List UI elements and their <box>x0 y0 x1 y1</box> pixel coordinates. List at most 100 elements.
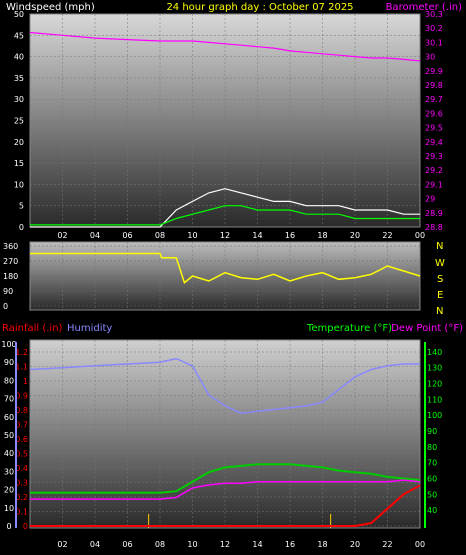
x-tick-label-top: 22 <box>382 231 392 240</box>
temperature-axis-label: Temperature (°F) <box>306 323 392 334</box>
barometer-tick-label: 30.3 <box>425 10 443 19</box>
humidity-tick-label: 80 <box>4 376 14 385</box>
rain-tick-label: 1.2 <box>15 348 28 357</box>
humidity-tick-label: 70 <box>4 395 14 404</box>
compass-w: W <box>435 258 445 269</box>
humidity-tick-label: 60 <box>4 413 14 422</box>
compass-n-top: N <box>436 241 443 252</box>
wind-tick-label: 15 <box>14 159 24 168</box>
barometer-line <box>29 31 421 62</box>
humidity-tick-label: 10 <box>4 504 14 513</box>
barometer-tick-label: 30.2 <box>425 24 443 33</box>
temperature-tick-label: 130 <box>427 364 442 373</box>
barometer-tick-label: 29.8 <box>425 81 443 90</box>
temperature-tick-label: 50 <box>427 490 437 499</box>
x-tick-label-bottom: 22 <box>382 540 392 549</box>
barometer-tick-label: 28.8 <box>425 223 443 232</box>
barometer-tick-label: 29.6 <box>425 109 443 118</box>
wind-tick-label: 30 <box>14 95 24 104</box>
humidity-tick-label: 100 <box>1 340 16 349</box>
compass-n-bottom: N <box>436 306 443 317</box>
rain-tick-label: 0.8 <box>15 406 28 415</box>
x-tick-label-bottom: 20 <box>350 540 360 549</box>
wind-tick-label: 50 <box>14 10 24 19</box>
wind-direction-line <box>30 252 421 284</box>
x-tick-label-bottom: 10 <box>187 540 197 549</box>
humidity-tick-label: 30 <box>4 467 14 476</box>
x-tick-label-bottom: 14 <box>252 540 262 549</box>
wind-tick-label: 0 <box>19 223 24 232</box>
rainfall-line <box>30 484 421 527</box>
wind-tick-label: 25 <box>14 117 24 126</box>
barometer-axis-label: Barometer (.in) <box>386 2 462 13</box>
wind-tick-label: 10 <box>14 180 24 189</box>
temperature-tick-label: 140 <box>427 348 442 357</box>
direction-tick-label: 270 <box>3 257 18 266</box>
x-tick-label-bottom: 00 <box>415 540 425 549</box>
temperature-tick-label: 70 <box>427 459 437 468</box>
temperature-tick-label: 90 <box>427 427 437 436</box>
temperature-tick-label: 110 <box>427 395 442 404</box>
rain-tick-label: 1.1 <box>15 363 28 372</box>
rain-tick-label: 0.4 <box>15 464 28 473</box>
barometer-tick-label: 29.4 <box>425 138 443 147</box>
barometer-tick-label: 28.9 <box>425 209 443 218</box>
x-tick-label-top: 18 <box>317 231 327 240</box>
barometer-tick-label: 29.1 <box>425 180 443 189</box>
direction-tick-label: 180 <box>3 272 18 281</box>
wind-average-line <box>30 205 420 226</box>
wind-tick-label: 40 <box>14 53 24 62</box>
chart-title: 24 hour graph day : October 07 2025 <box>166 2 353 13</box>
direction-tick-label: 90 <box>3 287 13 296</box>
x-tick-label-top: 14 <box>252 231 262 240</box>
wind-tick-label: 5 <box>19 202 24 211</box>
x-tick-label-bottom: 18 <box>317 540 327 549</box>
dew-point-axis-label: Dew Point (°F) <box>391 323 463 334</box>
compass-s: S <box>437 274 443 285</box>
temperature-tick-label: 100 <box>427 411 442 420</box>
rain-tick-label: 0.7 <box>15 421 28 430</box>
wind-tick-label: 45 <box>14 31 24 40</box>
rain-tick-label: 0.3 <box>15 479 28 488</box>
barometer-tick-label: 29.9 <box>425 67 443 76</box>
temperature-line <box>30 463 421 494</box>
barometer-tick-label: 29 <box>425 195 435 204</box>
wind-gust-line <box>30 188 420 228</box>
dew-point-line <box>30 479 421 500</box>
barometer-tick-label: 29.3 <box>425 152 443 161</box>
x-tick-label-top: 08 <box>155 231 165 240</box>
temperature-tick-label: 120 <box>427 380 442 389</box>
rain-tick-label: 0.2 <box>15 493 28 502</box>
humidity-tick-label: 0 <box>6 522 11 531</box>
x-tick-label-bottom: 08 <box>155 540 165 549</box>
barometer-tick-label: 29.2 <box>425 166 443 175</box>
direction-tick-label: 360 <box>3 242 18 251</box>
x-tick-label-bottom: 04 <box>90 540 100 549</box>
rain-tick-label: 0.1 <box>15 508 28 517</box>
barometer-tick-label: 30.1 <box>425 38 443 47</box>
compass-e: E <box>437 290 443 301</box>
x-tick-label-top: 10 <box>187 231 197 240</box>
temperature-tick-label: 40 <box>427 506 437 515</box>
x-tick-label-top: 00 <box>415 231 425 240</box>
x-tick-label-bottom: 12 <box>220 540 230 549</box>
x-tick-label-top: 04 <box>90 231 100 240</box>
barometer-tick-label: 29.7 <box>425 95 443 104</box>
wind-tick-label: 35 <box>14 74 24 83</box>
x-tick-label-top: 20 <box>350 231 360 240</box>
rainfall-axis-label: Rainfall (.in) <box>2 323 63 334</box>
humidity-axis-label: Humidity <box>67 323 112 334</box>
humidity-tick-label: 50 <box>4 431 14 440</box>
rain-tick-label: 1 <box>23 377 28 386</box>
wind-tick-label: 20 <box>14 138 24 147</box>
rain-tick-label: 0 <box>23 522 28 531</box>
x-tick-label-top: 16 <box>285 231 295 240</box>
temperature-tick-label: 60 <box>427 475 437 484</box>
direction-tick-label: 0 <box>3 302 8 311</box>
rain-tick-label: 0.9 <box>15 392 28 401</box>
barometer-tick-label: 30 <box>425 53 435 62</box>
x-tick-label-top: 06 <box>122 231 132 240</box>
humidity-tick-label: 20 <box>4 486 14 495</box>
x-tick-label-top: 12 <box>220 231 230 240</box>
